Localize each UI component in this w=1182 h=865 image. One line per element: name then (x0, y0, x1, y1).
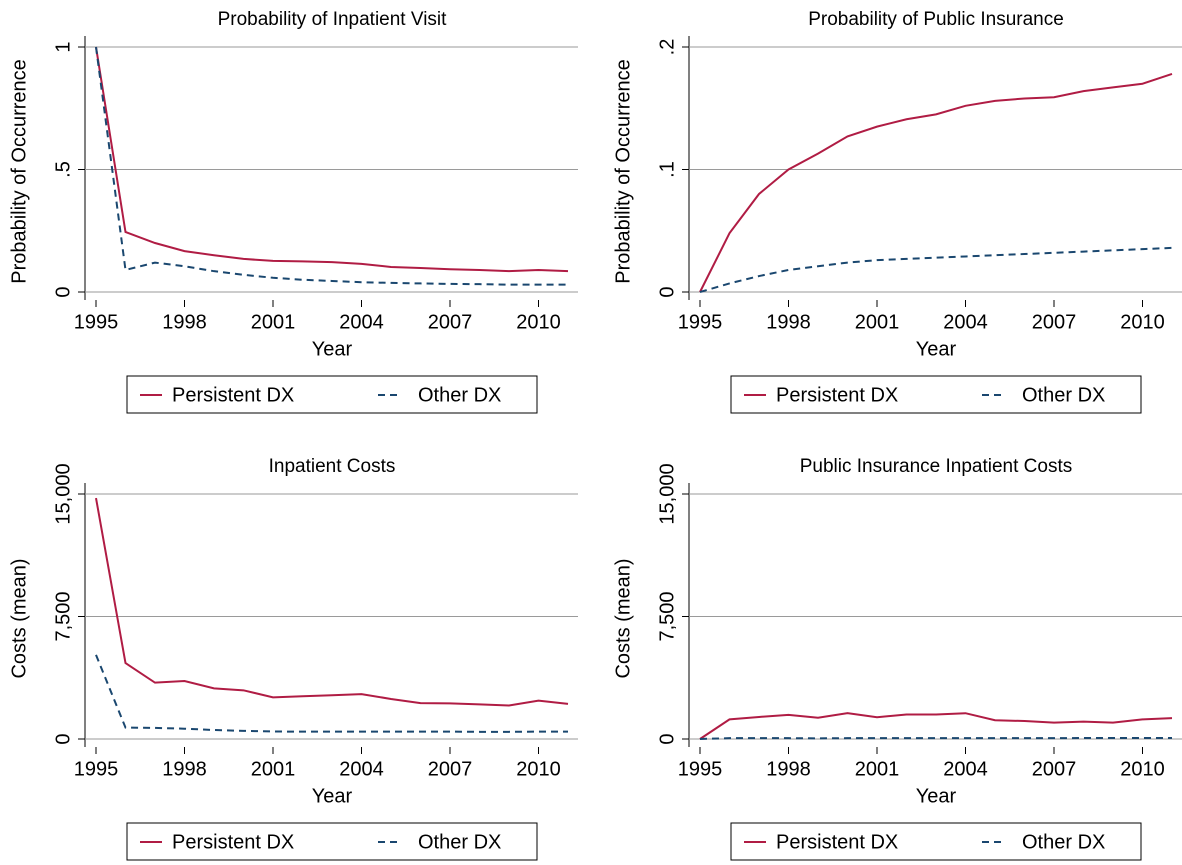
y-tick-label: 7,500 (52, 591, 74, 641)
x-tick-label: 2004 (339, 311, 384, 333)
x-tick-label: 1995 (74, 311, 119, 333)
x-axis-title: Year (312, 785, 353, 807)
x-tick-label: 2001 (251, 758, 296, 780)
x-tick-label: 2010 (516, 311, 561, 333)
x-tick-label: 2004 (339, 758, 384, 780)
x-tick-label: 2007 (428, 311, 473, 333)
y-tick-label: 0 (52, 286, 74, 297)
chart-title: Probability of Public Insurance (808, 9, 1064, 30)
y-tick-label: .5 (52, 161, 74, 178)
series-line (699, 246, 1173, 293)
x-tick-label: 1995 (678, 758, 723, 780)
series-line (95, 46, 569, 273)
series-line (95, 654, 568, 733)
legend-box (126, 375, 538, 414)
y-tick-label: .1 (656, 161, 678, 178)
x-tick-label: 2007 (1032, 311, 1077, 333)
y-tick-label: 15,000 (52, 463, 74, 524)
series-line (699, 73, 1173, 293)
y-tick-label: 0 (52, 733, 74, 744)
legend-label: Other DX (1022, 384, 1105, 406)
x-tick-label: 2001 (855, 758, 900, 780)
x-tick-label: 2007 (1032, 758, 1077, 780)
series-line (699, 737, 1172, 740)
legend-label: Persistent DX (776, 384, 898, 406)
x-axis-title: Year (916, 785, 957, 807)
series-line (95, 497, 569, 707)
x-tick-label: 2007 (428, 758, 473, 780)
legend-label: Persistent DX (172, 831, 294, 853)
x-tick-label: 2010 (516, 758, 561, 780)
x-tick-label: 2004 (943, 758, 988, 780)
x-tick-label: 2010 (1120, 758, 1165, 780)
y-axis-title: Costs (mean) (8, 558, 30, 678)
y-axis-title: Probability of Occurrence (612, 59, 634, 284)
x-tick-label: 2001 (855, 311, 900, 333)
panel: Probability of Public Insurance 0 .1 .2 Prob… (612, 9, 1182, 414)
x-tick-label: 1995 (74, 758, 119, 780)
x-axis-title: Year (916, 338, 957, 360)
legend-box (730, 822, 1142, 861)
legend-box (730, 375, 1142, 414)
chart-title: Public Insurance Inpatient Costs (800, 456, 1073, 477)
chart-title: Inpatient Costs (269, 456, 396, 477)
legend-label: Persistent DX (776, 831, 898, 853)
y-tick-label: 15,000 (656, 463, 678, 524)
x-tick-label: 1998 (162, 311, 207, 333)
y-axis-title: Costs (mean) (612, 558, 634, 678)
legend-box (126, 822, 538, 861)
x-axis-title: Year (312, 338, 353, 360)
x-tick-label: 2001 (251, 311, 296, 333)
x-tick-label: 1995 (678, 311, 723, 333)
series-line (95, 46, 568, 286)
panel: Public Insurance Inpatient Costs 0 7,500 15… (612, 456, 1182, 861)
y-tick-label: 0 (656, 286, 678, 297)
x-tick-label: 1998 (766, 311, 811, 333)
y-axis-title: Probability of Occurrence (8, 59, 30, 284)
y-tick-label: 7,500 (656, 591, 678, 641)
legend-label: Other DX (418, 831, 501, 853)
panel: Probability of Inpatient Visit 0 .5 1 Probab… (8, 9, 578, 414)
y-tick-label: 0 (656, 733, 678, 744)
x-tick-label: 1998 (162, 758, 207, 780)
x-tick-label: 2010 (1120, 311, 1165, 333)
chart-title: Probability of Inpatient Visit (218, 9, 448, 30)
legend-label: Other DX (1022, 831, 1105, 853)
y-tick-label: 1 (52, 41, 74, 52)
panel: Inpatient Costs 0 7,500 15,000 Costs (mean) 1… (8, 456, 578, 861)
series-line (699, 712, 1173, 740)
x-tick-label: 2004 (943, 311, 988, 333)
legend-label: Persistent DX (172, 384, 294, 406)
legend-label: Other DX (418, 384, 501, 406)
x-tick-label: 1998 (766, 758, 811, 780)
y-tick-label: .2 (656, 39, 678, 56)
